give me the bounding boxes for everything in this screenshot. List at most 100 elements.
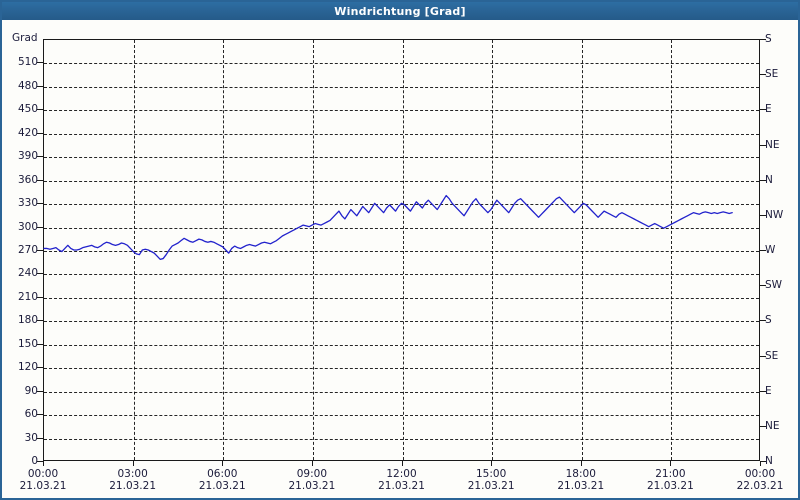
y-tick-mark (37, 179, 43, 181)
y-tick-label: 300 (17, 220, 38, 233)
x-tick-mark (580, 461, 582, 466)
series-windrichtung (44, 40, 759, 460)
y-tick-label: 330 (17, 197, 38, 210)
right-tick-mark (760, 39, 766, 40)
y-tick-mark (37, 437, 43, 439)
y-tick-mark (37, 85, 43, 87)
x-tick-mark (43, 461, 44, 466)
window-title-bar: Windrichtung [Grad] (2, 2, 798, 20)
right-tick-label: S (765, 314, 772, 327)
right-tick-label: N (765, 455, 773, 467)
right-tick-mark (760, 250, 766, 251)
y-tick-mark (37, 109, 43, 111)
y-tick-mark (37, 156, 43, 158)
x-tick-date: 21.03.21 (288, 480, 336, 492)
x-tick-label: 18:00 21.03.21 (557, 468, 604, 492)
x-tick-date: 21.03.21 (467, 480, 515, 492)
x-tick-time: 18:00 (565, 468, 596, 480)
y-tick-mark (37, 203, 43, 205)
x-tick-time: 21:00 (655, 468, 686, 480)
y-tick-mark (37, 367, 43, 369)
right-tick-mark (760, 320, 766, 322)
x-tick-date: 21.03.21 (646, 480, 694, 492)
plot-region (43, 39, 760, 461)
x-tick-label: 00:00 22.03.21 (737, 468, 784, 492)
y-tick-mark (37, 414, 43, 416)
x-tick-time: 09:00 (296, 468, 328, 480)
x-tick-label: 09:00 21.03.21 (288, 468, 335, 492)
right-tick-mark (760, 355, 766, 357)
y-tick-mark (37, 226, 43, 228)
y-tick-mark (37, 390, 43, 392)
right-tick-label: W (765, 244, 776, 256)
y-tick-label: 240 (17, 267, 38, 280)
x-tick-label: 03:00 21.03.21 (109, 468, 156, 492)
right-tick-mark (760, 461, 766, 462)
x-tick-mark (670, 461, 672, 466)
y-tick-mark (37, 320, 43, 322)
right-tick-mark (760, 74, 766, 76)
right-tick-label: NW (765, 208, 784, 221)
right-tick-label: E (765, 384, 772, 397)
y-tick-label: 270 (17, 244, 38, 256)
y-tick-mark (37, 273, 43, 275)
right-tick-mark (760, 179, 766, 181)
x-tick-date: 21.03.21 (198, 480, 246, 492)
x-tick-mark (491, 461, 493, 466)
x-tick-date: 21.03.21 (557, 480, 605, 492)
x-tick-date: 21.03.21 (19, 480, 67, 492)
y-tick-label: 90 (24, 384, 38, 397)
x-tick-mark (311, 461, 313, 466)
right-tick-label: NE (765, 138, 780, 151)
y-tick-label: 420 (17, 126, 38, 139)
x-tick-label: 21:00 21.03.21 (647, 468, 694, 492)
y-tick-label: 180 (17, 314, 38, 327)
x-tick-mark (132, 461, 134, 466)
right-tick-label: S (765, 33, 772, 45)
y-tick-label: 360 (17, 173, 38, 186)
right-tick-label: SW (765, 279, 783, 292)
y-axis-unit-label: Grad (12, 32, 38, 44)
y-tick-label: 30 (24, 431, 38, 444)
x-tick-label: 06:00 21.03.21 (199, 468, 246, 492)
x-tick-date: 21.03.21 (109, 480, 157, 492)
y-tick-label: 510 (17, 56, 38, 69)
y-tick-mark (37, 62, 43, 64)
right-tick-mark (760, 214, 766, 216)
right-tick-mark (760, 390, 766, 392)
y-tick-label: 0 (31, 455, 38, 467)
x-tick-mark (401, 461, 403, 466)
right-tick-mark (760, 109, 766, 111)
series-line (44, 196, 732, 260)
chart-area: Grad 0 30 60 90 120 150 180 210 240 270 300 330 360 3… (2, 20, 798, 498)
y-tick-label: 480 (17, 79, 38, 92)
y-tick-mark (37, 132, 43, 134)
x-tick-time: 12:00 (386, 468, 417, 480)
x-tick-mark (760, 461, 761, 466)
right-tick-mark (760, 425, 766, 427)
x-tick-label: 12:00 21.03.21 (378, 468, 425, 492)
right-tick-mark (760, 144, 766, 146)
x-tick-label: 00:00 21.03.21 (20, 468, 67, 492)
y-tick-mark (37, 250, 43, 251)
y-tick-label: 450 (17, 103, 38, 116)
right-tick-mark (760, 285, 766, 287)
x-tick-label: 15:00 21.03.21 (468, 468, 515, 492)
y-tick-label: 60 (24, 408, 38, 421)
right-tick-label: N (765, 173, 773, 186)
x-tick-date: 21.03.21 (378, 480, 425, 492)
y-tick-label: 210 (17, 290, 38, 303)
y-tick-mark (37, 296, 43, 298)
x-tick-time: 03:00 (117, 468, 148, 480)
x-tick-time: 00:00 (744, 468, 776, 480)
x-tick-date: 22.03.21 (736, 480, 784, 492)
right-tick-label: E (765, 103, 772, 116)
x-tick-mark (222, 461, 224, 466)
right-tick-label: SE (765, 349, 779, 362)
right-tick-label: SE (765, 68, 779, 81)
x-tick-time: 06:00 (207, 468, 238, 480)
x-tick-time: 00:00 (27, 468, 59, 480)
y-tick-label: 390 (17, 150, 38, 163)
x-tick-time: 15:00 (475, 468, 507, 480)
